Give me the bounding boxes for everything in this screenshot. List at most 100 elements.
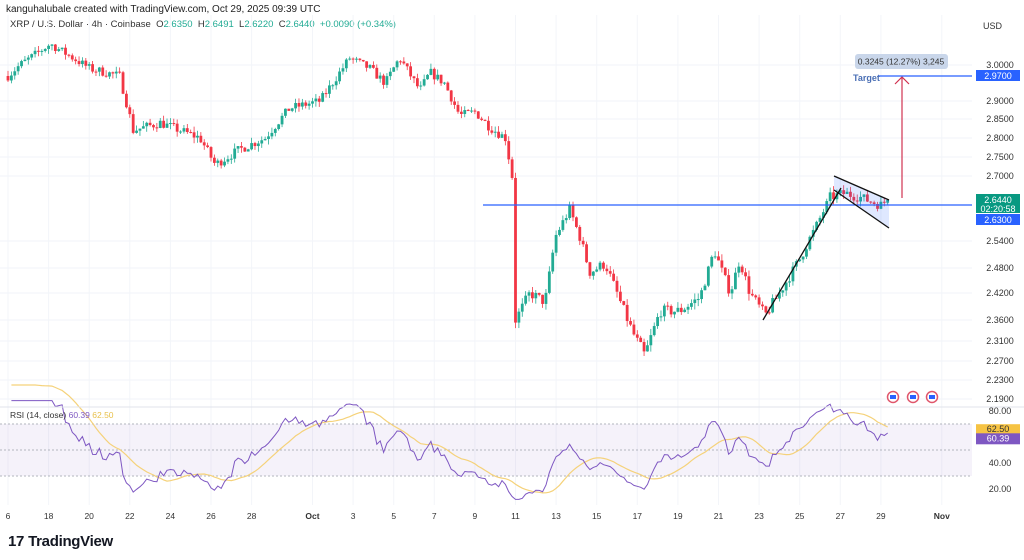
candle-up <box>26 57 30 60</box>
tradingview-logo: 17 TradingView <box>8 533 113 550</box>
candle-up <box>463 110 467 114</box>
candle-down <box>324 93 328 95</box>
candle-up <box>534 292 538 299</box>
candle-down <box>869 201 873 203</box>
date-tick-label: 20 <box>84 511 94 521</box>
candle-up <box>845 191 849 195</box>
close-label: C <box>278 19 286 30</box>
candle-up <box>713 256 717 258</box>
candle-up <box>9 75 13 81</box>
candle-up <box>169 123 172 125</box>
candle-down <box>297 102 301 107</box>
candle-down <box>37 50 40 52</box>
target-price-tag-text: 2.9700 <box>984 71 1012 81</box>
candle-down <box>632 324 636 335</box>
candle-up <box>321 93 325 102</box>
price-tick-label: 2.9000 <box>986 96 1014 106</box>
candle-up <box>649 335 653 346</box>
candle-down <box>575 217 578 227</box>
flagpole-line[interactable] <box>762 187 842 321</box>
candle-up <box>165 123 169 128</box>
candle-up <box>673 311 676 315</box>
price-tick-label: 2.3600 <box>986 315 1014 325</box>
candle-up <box>135 130 138 133</box>
candle-down <box>757 297 761 305</box>
symbol-legend: XRP / U.S. Dollar · 4h · Coinbase O2.635… <box>10 19 396 30</box>
price-tick-label: 2.3100 <box>986 336 1014 346</box>
rsi-ma-value: 62.50 <box>92 410 114 420</box>
candle-down <box>585 244 588 263</box>
candle-down <box>744 272 747 277</box>
price-tick-label: 2.8500 <box>986 114 1014 124</box>
candle-down <box>602 262 605 269</box>
price-tick-label: 2.2300 <box>986 375 1014 385</box>
candle-down <box>189 131 193 133</box>
candle-down <box>466 110 470 112</box>
candle-up <box>256 143 260 147</box>
price-tick-label: 2.8000 <box>986 133 1014 143</box>
candle-up <box>43 48 47 51</box>
candle-up <box>730 289 734 294</box>
flag-upper-line[interactable] <box>833 175 890 201</box>
candle-up <box>558 229 561 235</box>
candle-down <box>152 125 155 128</box>
candle-down <box>639 337 643 343</box>
candle-up <box>250 143 253 150</box>
rsi-value-tag <box>976 433 1020 445</box>
price-tick-label: 2.5400 <box>986 236 1014 246</box>
candle-down <box>409 66 413 77</box>
rsi-legend: RSI (14, close) 60.39 62.50 <box>10 410 114 420</box>
candle-up <box>838 190 842 194</box>
candle-up <box>696 299 700 301</box>
date-tick-label: 21 <box>714 511 724 521</box>
candle-up <box>226 159 230 162</box>
candle-down <box>635 334 639 338</box>
candle-up <box>233 148 237 159</box>
candle-down <box>612 273 616 281</box>
date-tick-label: 26 <box>206 511 216 521</box>
candle-down <box>740 266 744 273</box>
candle-down <box>375 67 379 79</box>
date-tick-label: 7 <box>432 511 437 521</box>
flag-lower-line[interactable] <box>833 189 890 229</box>
high-value: 2.6491 <box>204 19 234 30</box>
candle-up <box>97 67 101 72</box>
candle-down <box>77 61 81 65</box>
candle-up <box>544 292 548 304</box>
date-tick-label: 3 <box>351 511 356 521</box>
candle-down <box>453 101 456 105</box>
candle-up <box>47 45 50 49</box>
candle-down <box>405 63 409 67</box>
rsi-ma-tag-text: 62.50 <box>987 424 1010 434</box>
symbol-title[interactable]: XRP / U.S. Dollar · 4h · Coinbase <box>10 19 151 30</box>
candle-up <box>821 212 825 218</box>
candle-up <box>50 44 54 46</box>
price-tick-label: 2.7500 <box>986 152 1014 162</box>
candle-up <box>693 299 697 304</box>
date-tick-label: 23 <box>754 511 764 521</box>
candle-up <box>344 59 348 69</box>
candle-down <box>399 61 402 63</box>
change-value: +0.0090 (+0.34%) <box>319 19 396 30</box>
candle-up <box>862 194 866 197</box>
candle-down <box>882 201 886 203</box>
candle-up <box>426 74 429 80</box>
flag-icon <box>890 395 896 399</box>
candle-down <box>172 123 176 125</box>
last-price-tag-text: 2.6440 <box>984 195 1012 205</box>
date-tick-label: 29 <box>876 511 886 521</box>
candle-down <box>872 202 876 204</box>
candle-up <box>270 132 274 137</box>
candle-down <box>101 67 105 76</box>
candle-down <box>219 160 223 166</box>
candle-up <box>223 161 226 166</box>
candle-down <box>361 59 365 62</box>
candle-down <box>351 58 355 60</box>
candle-down <box>747 276 751 294</box>
candle-up <box>290 108 294 111</box>
candle-down <box>202 142 206 146</box>
candle-up <box>23 59 27 62</box>
candle-up <box>700 290 703 300</box>
low-value: 2.6220 <box>244 19 274 30</box>
